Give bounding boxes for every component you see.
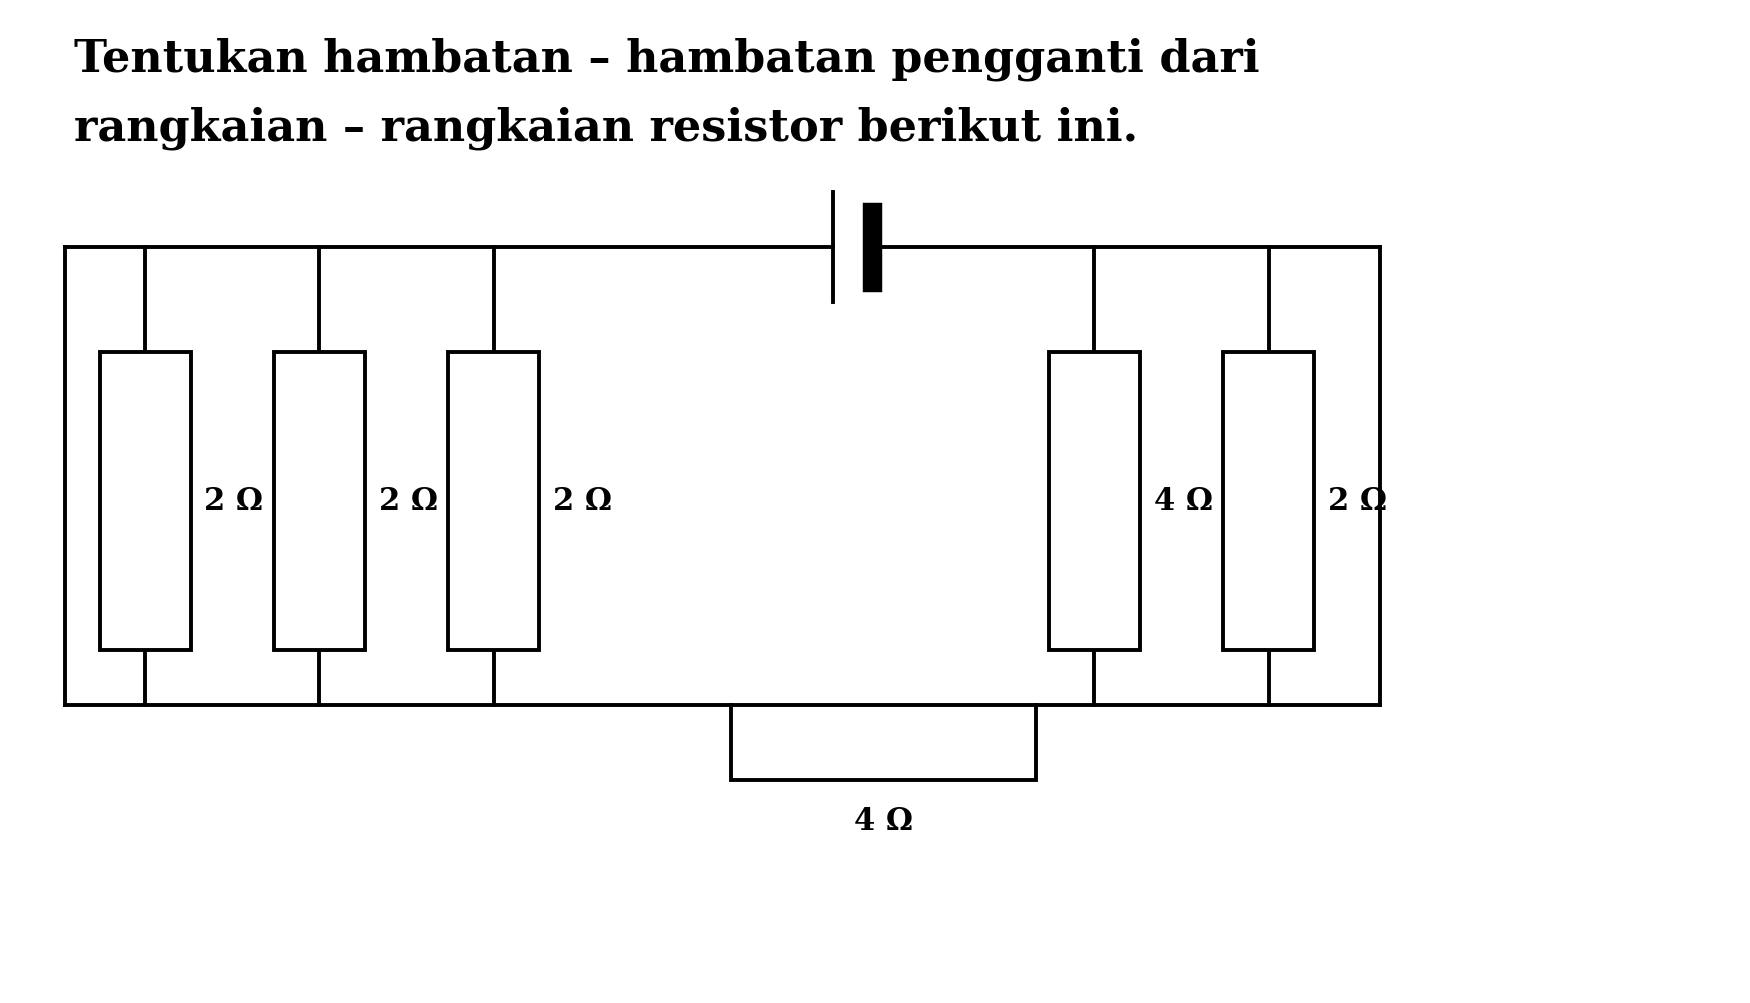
Bar [448, 352, 539, 651]
Bar [1050, 352, 1139, 651]
Bar [1223, 352, 1314, 651]
Text: 2 Ω: 2 Ω [1328, 486, 1386, 517]
Bar [100, 352, 191, 651]
Text: 2 Ω: 2 Ω [553, 486, 612, 517]
Text: 2 Ω: 2 Ω [205, 486, 264, 517]
Text: 4 Ω: 4 Ω [1153, 486, 1213, 517]
Text: rangkaian – rangkaian resistor berikut ini.: rangkaian – rangkaian resistor berikut i… [74, 106, 1138, 150]
Bar [732, 705, 1036, 780]
Text: 2 Ω: 2 Ω [378, 486, 438, 517]
Text: 4 Ω: 4 Ω [854, 804, 914, 835]
Text: Tentukan hambatan – hambatan pengganti dari: Tentukan hambatan – hambatan pengganti d… [74, 37, 1260, 80]
Bar [275, 352, 364, 651]
